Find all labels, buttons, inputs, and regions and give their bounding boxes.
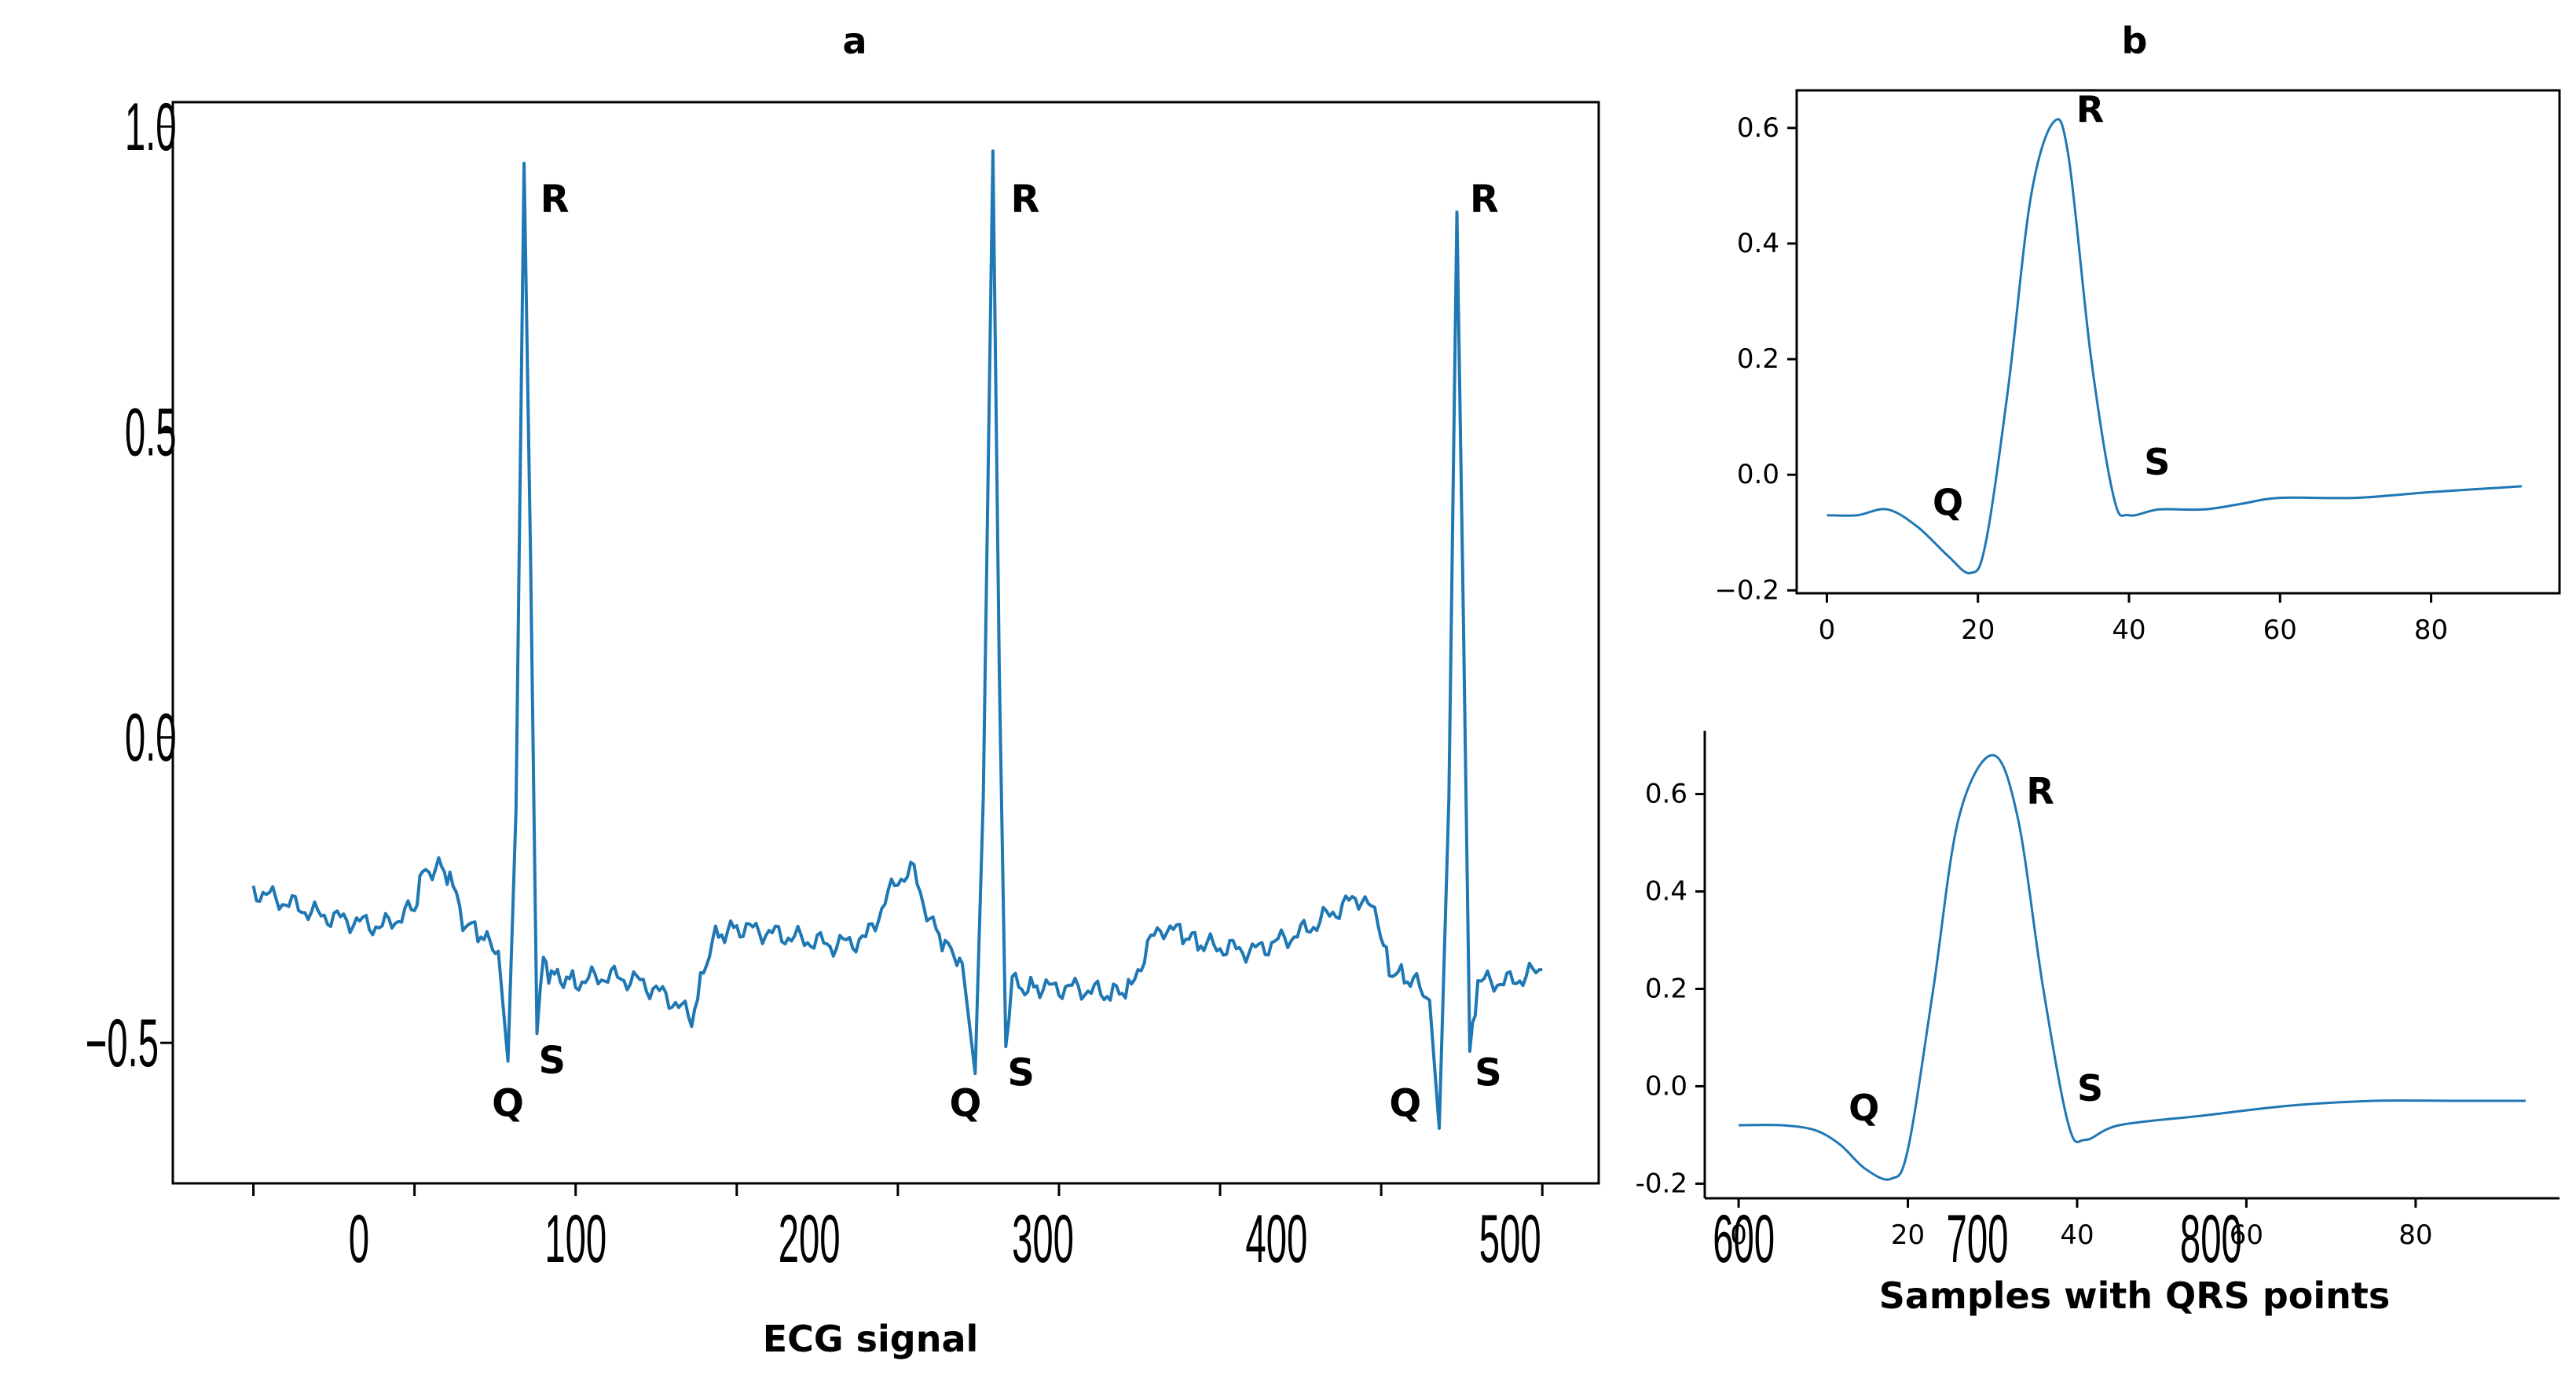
panel-b-title: b — [2122, 20, 2148, 62]
ecg-xtick-label: 400 — [1245, 1201, 1307, 1277]
ecg-annotation-s: S — [1007, 1051, 1035, 1095]
qrs-bottom-xlabel: Samples with QRS points — [1879, 1274, 2391, 1317]
qrs-bottom-xtick-label: 60 — [2230, 1219, 2263, 1251]
qrs-bottom-ytick-label: 0.2 — [1645, 973, 1687, 1004]
ecg-annotation-s: S — [539, 1039, 566, 1083]
ecg-annotation-q: Q — [492, 1081, 524, 1125]
qrs-bottom-annotation-q: Q — [1849, 1087, 1879, 1129]
qrs-top-chart: 0 20 40 60 80 −0.2 0.0 0.2 0.4 0.6 R Q S — [1714, 88, 2561, 646]
qrs-top-frame — [1795, 89, 2561, 595]
ecg-xtick-label: 600 — [1713, 1201, 1775, 1277]
qrs-top-ytick-label: 0.4 — [1737, 228, 1779, 259]
ecg-annotation-q: Q — [1389, 1081, 1421, 1125]
ecg-ytick-label: 0.0 — [125, 699, 177, 776]
ecg-ytick-label: −0.5 — [86, 1005, 159, 1081]
ecg-xtick-label: 100 — [544, 1201, 606, 1277]
qrs-top-series-line — [1827, 118, 2522, 574]
qrs-top-xtick-label: 20 — [1961, 614, 1995, 646]
ecg-xtick-label: 200 — [779, 1201, 841, 1277]
ecg-xtick-label: 300 — [1012, 1201, 1074, 1277]
qrs-bottom-ytick-label: 0.0 — [1645, 1070, 1687, 1102]
ecg-series-line — [251, 149, 1543, 1130]
ecg-annotation-s: S — [1475, 1051, 1502, 1095]
qrs-bottom-ytick-label: 0.4 — [1645, 876, 1687, 908]
qrs-top-xtick-label: 40 — [2112, 614, 2145, 646]
ecg-xtick-label: 0 — [349, 1201, 369, 1277]
qrs-top-xtick-label: 60 — [2263, 614, 2297, 646]
qrs-bottom-annotation-r: R — [2026, 770, 2054, 812]
ecg-annotation-r: R — [1470, 178, 1499, 222]
qrs-top-ytick-label: 0.0 — [1737, 459, 1779, 490]
qrs-bottom-ytick-label: -0.2 — [1636, 1168, 1687, 1199]
ecg-xtick-label: 500 — [1479, 1201, 1541, 1277]
qrs-top-annotation-r: R — [2076, 88, 2104, 130]
ecg-ytick-label: 0.5 — [125, 394, 177, 470]
ecg-xtick-label: 800 — [2180, 1201, 2242, 1277]
qrs-bottom-xtick-label: 0 — [1730, 1219, 1747, 1251]
qrs-bottom-annotation-s: S — [2077, 1067, 2103, 1109]
qrs-top-xtick-label: 80 — [2414, 614, 2448, 646]
ecg-xtick-label: 700 — [1947, 1201, 2009, 1277]
ecg-annotation-r: R — [1010, 178, 1039, 222]
qrs-bottom-chart: 0 20 40 60 80 -0.2 0.0 0.2 0.4 0.6 R Q S Samples with… — [1636, 731, 2560, 1317]
qrs-bottom-xtick-label: 80 — [2398, 1219, 2432, 1251]
qrs-top-annotation-q: Q — [1933, 482, 1963, 524]
qrs-top-xtick-label: 0 — [1819, 614, 1836, 646]
qrs-bottom-xtick-label: 20 — [1891, 1219, 1925, 1251]
qrs-top-annotation-s: S — [2144, 441, 2170, 483]
qrs-top-ytick-label: 0.6 — [1737, 112, 1779, 144]
qrs-top-ytick-label: −0.2 — [1714, 574, 1779, 606]
ecg-ytick-label: 1.0 — [125, 89, 177, 165]
ecg-chart: 0 100 200 300 400 500 600 700 800−0.50.00.51.0R R… — [86, 89, 2242, 1360]
ecg-xlabel: ECG signal — [763, 1318, 979, 1360]
qrs-bottom-xtick-label: 40 — [2060, 1219, 2094, 1251]
qrs-bottom-series-line — [1739, 754, 2526, 1181]
ecg-annotation-q: Q — [950, 1081, 982, 1125]
qrs-top-ytick-label: 0.2 — [1737, 343, 1779, 375]
panel-a-title: a — [842, 20, 867, 62]
ecg-frame — [171, 101, 1600, 1185]
qrs-bottom-ytick-label: 0.6 — [1645, 779, 1687, 810]
ecg-annotation-r: R — [540, 178, 570, 222]
